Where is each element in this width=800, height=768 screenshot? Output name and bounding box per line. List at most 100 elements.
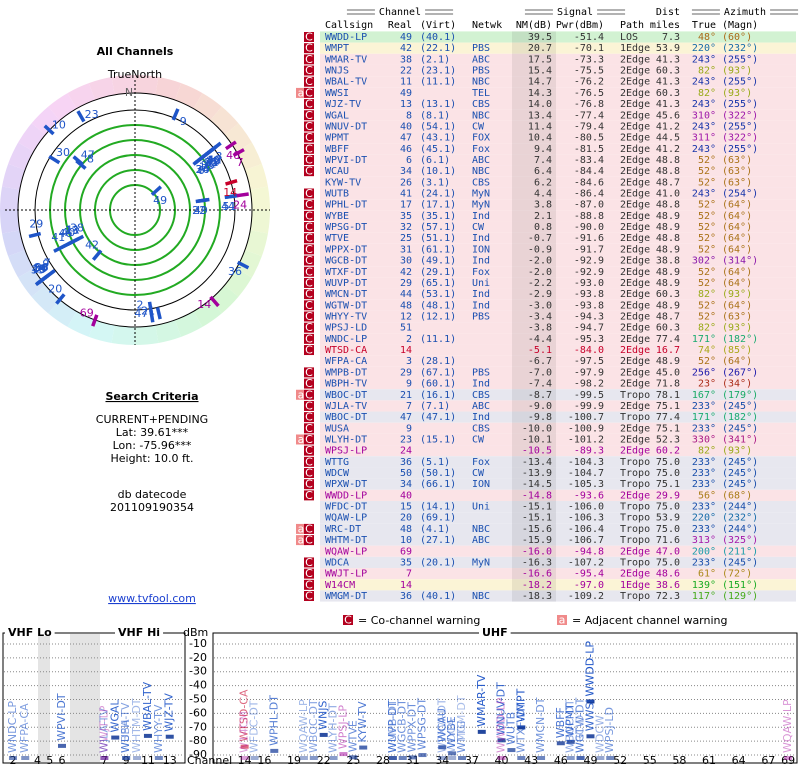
warning-badge — [304, 143, 314, 154]
cell: 9 — [406, 379, 412, 390]
cell: 52° — [698, 267, 716, 278]
x-tick-label: 11 — [141, 754, 155, 767]
cell: 71.6 — [656, 535, 680, 546]
signal-bar — [458, 756, 467, 760]
x-tick-label: 5 — [46, 754, 53, 767]
cell: 24 — [400, 446, 412, 457]
cell: 50 — [400, 468, 412, 479]
cell: (68°) — [722, 490, 752, 501]
azimuth-ring — [111, 75, 135, 95]
y-tick-label: -20 — [189, 651, 207, 664]
cell: (245°) — [722, 479, 758, 490]
cell: (66.1) — [420, 479, 456, 490]
cell: (23.1) — [420, 66, 456, 77]
cell: 41 — [400, 189, 412, 200]
signal-bar — [438, 756, 447, 760]
row-bg — [320, 42, 796, 54]
column-header: (Magn) — [722, 20, 758, 31]
cell: WBOC-DT — [325, 390, 367, 401]
station-marker — [171, 108, 180, 121]
cell: 82° — [698, 88, 716, 99]
cell: 60.3 — [656, 66, 680, 77]
y-tick-label: -30 — [189, 665, 207, 678]
cell: 56° — [698, 490, 716, 501]
warning-badge — [304, 210, 314, 221]
cell: (27.1) — [420, 535, 456, 546]
warning-letter: C — [305, 332, 313, 345]
station-channel: 6 — [198, 164, 205, 177]
signal-bar — [240, 756, 249, 760]
cell: 2Edge — [620, 177, 650, 188]
cell: (245°) — [722, 401, 758, 412]
cell: 233° — [692, 524, 716, 535]
cell: -0.7 — [528, 233, 552, 244]
cell: LOS — [620, 32, 638, 43]
cell: (245°) — [722, 557, 758, 568]
cell: -13.9 — [522, 468, 552, 479]
cell: 49 — [400, 32, 412, 43]
station-marker — [224, 140, 237, 151]
station-channel: 42 — [206, 155, 220, 168]
warning-badge — [304, 233, 314, 244]
warning-letter: C — [305, 64, 313, 77]
cell: -94.3 — [574, 312, 604, 323]
bar-callsign: WWDD-LP — [583, 641, 596, 697]
cell: WPSJ-LP — [325, 446, 367, 457]
cell: -104.3 — [568, 457, 604, 468]
signal-bar — [586, 734, 595, 739]
row-bg — [320, 389, 796, 401]
cell: -16.6 — [522, 569, 552, 580]
cell: WFPA-CA — [325, 356, 367, 367]
cell: Tropo — [620, 412, 650, 423]
cell: 52° — [698, 312, 716, 323]
signal-bar — [339, 752, 348, 757]
cell: 243° — [692, 54, 716, 65]
azimuth-ring — [0, 210, 20, 234]
cell: 48.8 — [656, 233, 680, 244]
cell: 34 — [400, 479, 412, 490]
cell: 82° — [698, 323, 716, 334]
station-marker — [236, 192, 249, 198]
cell: (322°) — [722, 110, 758, 121]
azimuth-ring — [244, 163, 268, 190]
cell: 48.9 — [656, 300, 680, 311]
cell: (85°) — [722, 345, 752, 356]
cell: (11.1) — [420, 77, 456, 88]
station-channel: 7 — [44, 257, 51, 270]
cell: 2Edge — [620, 490, 650, 501]
bar-callsign: WYBE — [445, 716, 458, 748]
cell: -88.8 — [574, 211, 604, 222]
polar-plot: 4942382211491384047466342641173532253130… — [0, 75, 270, 345]
cell: NBC — [472, 166, 490, 177]
bar-callsign: WBPH-TV — [119, 702, 132, 753]
x-tick-label: 4 — [34, 754, 41, 767]
warning-badge — [304, 579, 314, 590]
signal-bar — [100, 756, 109, 760]
azimuth-ring — [224, 123, 252, 152]
cell: (54.1) — [420, 121, 456, 132]
warning-badge — [304, 434, 314, 445]
cell: 2.1 — [534, 211, 552, 222]
station-marker — [43, 124, 55, 136]
cell: 9.4 — [534, 144, 552, 155]
cell: 14.3 — [528, 88, 552, 99]
cell: Ind — [472, 289, 490, 300]
cell: (93°) — [722, 289, 752, 300]
warning-letter: C — [305, 366, 313, 379]
cell: (93°) — [722, 323, 752, 334]
cell: (67.1) — [420, 367, 456, 378]
cell: 1Edge — [620, 43, 650, 54]
cell: 2Edge — [620, 211, 650, 222]
cell: 60.2 — [656, 446, 680, 457]
x-tick-label: 34 — [435, 754, 449, 767]
cell: WPXW-DT — [325, 479, 367, 490]
site-link[interactable]: www.tvfool.com — [108, 592, 196, 605]
cell: 48 — [400, 300, 412, 311]
row-bg — [320, 87, 796, 99]
station-marker — [34, 276, 47, 287]
cell: 2Edge — [620, 166, 650, 177]
row-bg — [320, 445, 796, 457]
cell: 32 — [400, 222, 412, 233]
group-header: Dist — [656, 7, 680, 18]
cell: -73.3 — [574, 54, 604, 65]
